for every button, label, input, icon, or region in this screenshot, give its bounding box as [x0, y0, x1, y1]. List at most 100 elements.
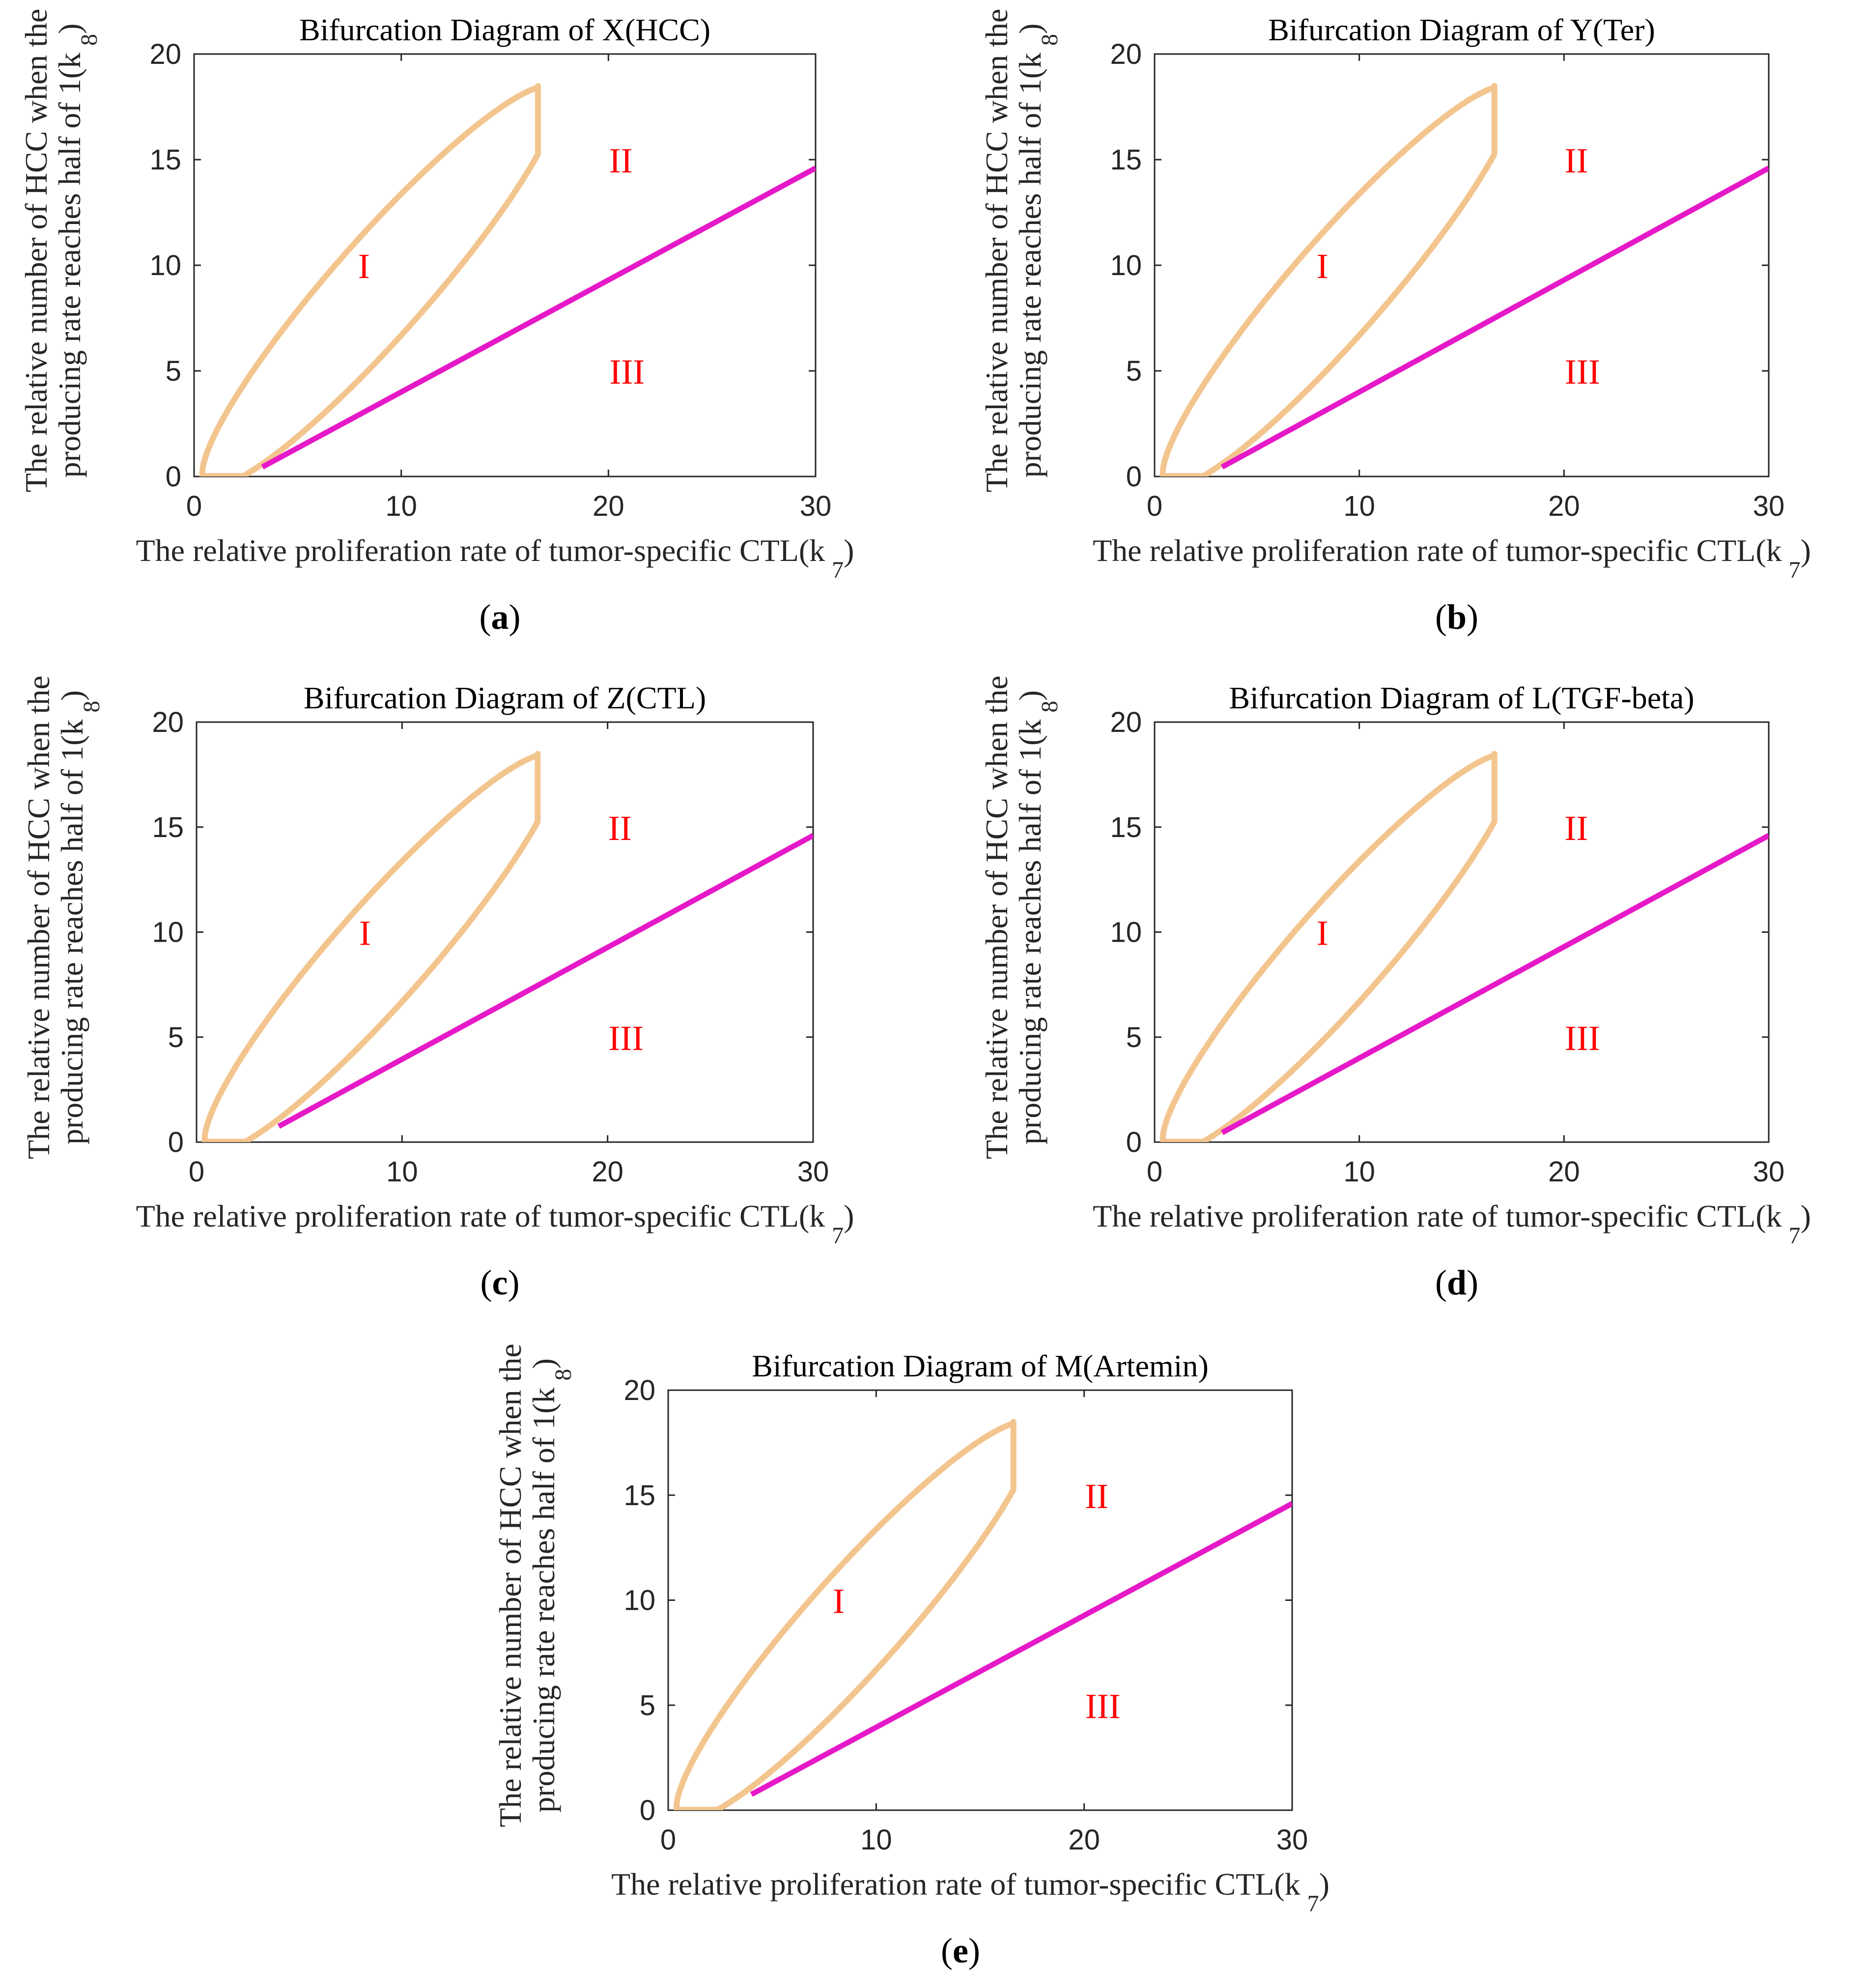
y-axis-label-line1: The relative number of HCC when the: [979, 9, 1014, 493]
region-label-I: I: [359, 914, 371, 953]
y-axis-label-line1: The relative number of HCC when the: [493, 1344, 528, 1827]
region-label-II: II: [1564, 809, 1588, 848]
linear-boundary-line: [277, 833, 813, 1129]
y-tick-label: 0: [168, 1126, 184, 1158]
plot-area: [196, 721, 814, 1143]
linear-boundary-line: [1220, 833, 1769, 1135]
y-tick-label: 10: [152, 917, 184, 949]
region-label-II: II: [1085, 1477, 1108, 1516]
region-label-II: II: [609, 141, 633, 180]
y-axis-label-line1: The relative number of HCC when the: [979, 675, 1014, 1159]
y-tick-label: 0: [166, 461, 181, 493]
y-axis-label-line2: producing rate reaches half of 1(k8): [52, 24, 102, 478]
region-label-III: III: [1565, 352, 1600, 392]
y-tick-label: 15: [152, 812, 184, 843]
ellipse-boundary-curve: [1159, 83, 1498, 476]
y-axis-label: The relative number of HCC when theprodu…: [979, 675, 1063, 1159]
x-tick-label: 30: [1753, 490, 1785, 522]
y-tick-label: 20: [1110, 38, 1142, 70]
region-label-I: I: [1317, 247, 1329, 286]
x-tick-label: 20: [1068, 1824, 1100, 1856]
chart-panel-c: Bifurcation Diagram of Z(CTL) 0 10 20 30 0 5 10…: [21, 675, 854, 1302]
ellipse-boundary-curve: [201, 751, 541, 1142]
panel-label: (b): [1435, 597, 1478, 637]
y-tick-label: 5: [166, 355, 181, 387]
x-tick-label: 20: [592, 1156, 623, 1188]
y-tick-label: 5: [640, 1689, 655, 1721]
y-tick-label: 0: [1126, 1126, 1142, 1158]
chart-title: Bifurcation Diagram of L(TGF-beta): [1229, 680, 1694, 715]
x-tick-label: 10: [385, 490, 417, 522]
x-tick-label: 30: [800, 490, 832, 522]
ellipse-boundary-curve: [1159, 751, 1498, 1142]
y-axis-label-line1: The relative number of HCC when the: [21, 675, 56, 1159]
chart-title: Bifurcation Diagram of X(HCC): [299, 12, 710, 47]
x-tick-label: 0: [1147, 1156, 1162, 1188]
x-axis-label: The relative proliferation rate of tumor…: [136, 1199, 854, 1249]
chart-panel-a: Bifurcation Diagram of X(HCC) 0 10 20 30 0 5 10…: [19, 9, 854, 637]
y-axis-label: The relative number of HCC when theprodu…: [21, 675, 105, 1159]
panel-label: (c): [481, 1263, 520, 1302]
x-tick-label: 10: [386, 1156, 418, 1188]
x-tick-label: 30: [1753, 1156, 1785, 1188]
ellipse-boundary-curve: [673, 1419, 1017, 1810]
y-tick-label: 5: [168, 1021, 184, 1053]
x-tick-label: 20: [593, 490, 624, 522]
panel-label: (a): [480, 597, 521, 637]
x-tick-label: 0: [660, 1824, 676, 1856]
y-tick-label: 10: [623, 1585, 655, 1617]
x-tick-label: 0: [186, 490, 202, 522]
y-axis-label: The relative number of HCC when theprodu…: [493, 1344, 576, 1827]
y-axis-label: The relative number of HCC when theprodu…: [19, 9, 102, 493]
x-tick-label: 10: [860, 1824, 892, 1856]
region-label-I: I: [358, 247, 370, 286]
region-label-III: III: [1565, 1018, 1600, 1058]
y-tick-label: 10: [1110, 250, 1142, 281]
region-label-II: II: [1564, 141, 1588, 180]
y-tick-label: 15: [623, 1480, 655, 1512]
y-tick-label: 15: [149, 144, 181, 176]
x-axis-label: The relative proliferation rate of tumor…: [1093, 533, 1811, 583]
y-tick-label: 15: [1110, 812, 1142, 843]
y-tick-label: 15: [1110, 144, 1142, 176]
x-tick-label: 10: [1343, 490, 1375, 522]
y-axis-label-line2: producing rate reaches half of 1(k8): [55, 690, 105, 1145]
y-tick-label: 20: [623, 1374, 655, 1406]
y-axis-label-line1: The relative number of HCC when the: [19, 9, 54, 493]
x-axis-label: The relative proliferation rate of tumor…: [1093, 1199, 1811, 1249]
chart-panel-e: Bifurcation Diagram of M(Artemin) 0 10 20 30…: [493, 1344, 1329, 1970]
y-tick-label: 5: [1126, 355, 1142, 387]
chart-panel-b: Bifurcation Diagram of Y(Ter) 0 10 20 30 0 5 10…: [979, 9, 1811, 637]
y-tick-label: 20: [1110, 706, 1142, 738]
y-tick-label: 10: [149, 250, 181, 281]
plot-area: [1154, 53, 1770, 477]
chart-panel-d: Bifurcation Diagram of L(TGF-beta) 0 10 20 3…: [979, 675, 1811, 1302]
x-tick-label: 20: [1548, 490, 1580, 522]
region-label-III: III: [608, 1018, 644, 1058]
x-tick-label: 0: [189, 1156, 204, 1188]
x-tick-label: 20: [1548, 1156, 1580, 1188]
region-label-I: I: [833, 1582, 845, 1621]
y-axis-label-line2: producing rate reaches half of 1(k8): [1013, 690, 1063, 1145]
y-tick-label: 0: [1126, 461, 1142, 493]
region-label-I: I: [1317, 914, 1329, 953]
x-axis-label: The relative proliferation rate of tumor…: [136, 533, 854, 583]
y-tick-label: 20: [149, 38, 181, 70]
y-axis-label-line2: producing rate reaches half of 1(k8): [1013, 24, 1063, 478]
y-axis-label: The relative number of HCC when theprodu…: [979, 9, 1063, 493]
y-tick-label: 10: [1110, 917, 1142, 949]
chart-title: Bifurcation Diagram of Y(Ter): [1268, 12, 1655, 47]
region-label-III: III: [609, 352, 645, 392]
plot-area: [193, 53, 817, 477]
x-tick-label: 10: [1343, 1156, 1375, 1188]
panel-label: (d): [1435, 1263, 1478, 1302]
linear-boundary-line: [1220, 166, 1769, 470]
linear-boundary-line: [750, 1501, 1292, 1797]
region-label-III: III: [1085, 1686, 1121, 1726]
y-tick-label: 5: [1126, 1021, 1142, 1053]
x-tick-label: 30: [797, 1156, 829, 1188]
region-label-II: II: [608, 809, 632, 848]
y-tick-label: 0: [640, 1794, 655, 1826]
chart-title: Bifurcation Diagram of M(Artemin): [752, 1348, 1209, 1383]
